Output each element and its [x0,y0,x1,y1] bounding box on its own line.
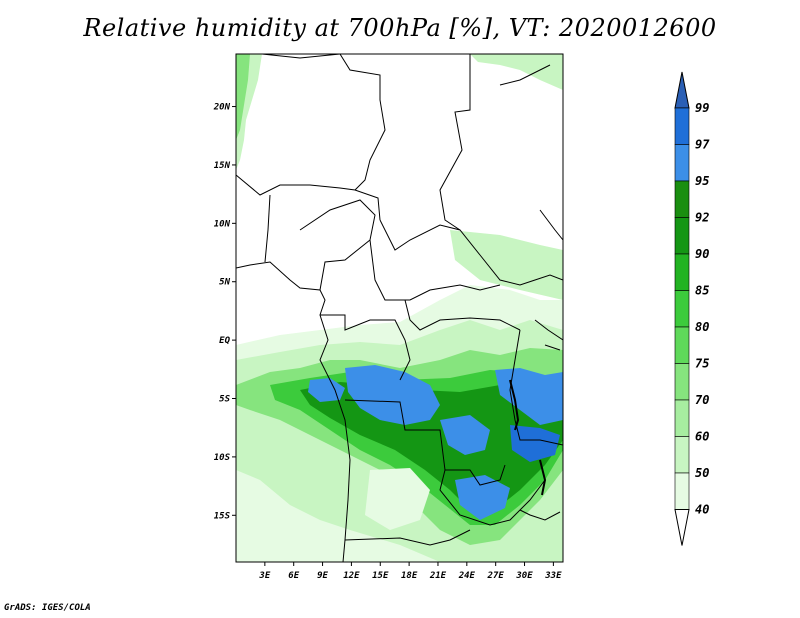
colorbar-bottom-arrow [674,509,690,546]
lat-tick-label: 10N [214,219,231,229]
border-namibia [344,529,471,546]
lon-tick-label: 30E [515,571,533,581]
lon-tick-label: 27E [487,571,505,581]
colorbar-label: 90 [695,247,709,261]
border-east-africa [534,209,563,351]
border-zambia [439,469,546,526]
humidity-core-east [495,368,563,425]
humidity-core-zambia [455,475,510,520]
map-title: Relative humidity at 700hPa [%], VT: 202… [83,14,717,42]
latitude-axis: 20N 15N 10N 5N EQ 5S 10S 15S [213,103,236,521]
colorbar-box [674,180,690,218]
colorbar-label: 70 [695,393,709,407]
humidity-area-northwest-inner [236,54,250,140]
border-north-3 [439,54,471,231]
border-north-1 [261,54,341,59]
colorbar-box [674,363,690,401]
colorbar-label: 99 [695,101,709,115]
colorbar-label: 60 [695,430,709,444]
lat-tick-label: 5N [219,278,230,288]
colorbar-box [674,144,690,182]
colorbar-box [674,290,690,328]
footer-credit: GrADS: IGES/COLA [4,603,91,613]
border-car [369,239,501,301]
lon-tick-label: 3E [258,571,270,581]
lon-tick-label: 33E [544,571,562,581]
lon-tick-label: 24E [458,571,476,581]
humidity-core-south [440,415,490,455]
humidity-field [236,54,563,562]
lat-tick-label: EQ [219,336,230,346]
lon-tick-label: 18E [401,571,418,581]
humidity-core-central [345,365,440,425]
colorbar-label: 75 [695,357,709,371]
colorbar-label: 97 [695,138,710,152]
colorbar-label: 92 [695,211,709,225]
humidity-area-northeast [470,54,563,90]
lon-tick-label: 9E [317,571,328,581]
map-frame [235,53,564,563]
lat-tick-label: 15N [214,161,231,171]
colorbar-box [674,253,690,291]
border-congo [320,314,411,381]
lon-tick-label: 21E [429,571,447,581]
humidity-core-west [308,378,345,402]
lat-tick-label: 5S [219,395,230,405]
colorbar-box [674,217,690,255]
humidity-area-darkgreen [300,382,563,510]
colorbar-box [674,436,690,474]
humidity-area-east [450,230,563,300]
humidity-core-lakes [510,425,560,462]
border-drc-north [404,299,521,331]
colorbar-label: 85 [695,284,709,298]
humidity-area-interior [365,468,430,530]
border-drc-east [509,329,563,446]
colorbar-label: 80 [695,320,709,334]
colorbar-label: 50 [695,466,709,480]
coastline-west-africa [236,261,351,562]
colorbar-box [674,326,690,364]
border-sahel [236,174,381,221]
border-cameroon [379,219,563,286]
border-mozambique [519,509,561,521]
border-nigeria [264,194,376,291]
colorbar-top-arrow [674,71,690,109]
colorbar: 99 97 95 92 90 85 80 75 70 60 50 40 [674,71,710,546]
lake-malawi [539,459,547,496]
colorbar-box [674,472,690,510]
lat-tick-label: 20N [213,103,231,113]
lon-tick-label: 15E [372,571,389,581]
colorbar-label: 95 [695,174,709,188]
country-boundaries [236,54,563,562]
longitude-axis: 3E 6E 9E 12E 15E 18E 21E 24E 27E 30E 33E [258,562,562,581]
lake-tanganyika [509,379,520,431]
lon-tick-label: 12E [343,571,360,581]
colorbar-label: 40 [695,503,709,517]
lat-tick-label: 10S [214,453,231,463]
lon-tick-label: 6E [288,571,299,581]
lat-tick-label: 15S [214,511,231,521]
border-north-2 [339,54,386,191]
red-sea-coast [499,64,551,86]
colorbar-box [674,107,690,145]
colorbar-box [674,399,690,437]
